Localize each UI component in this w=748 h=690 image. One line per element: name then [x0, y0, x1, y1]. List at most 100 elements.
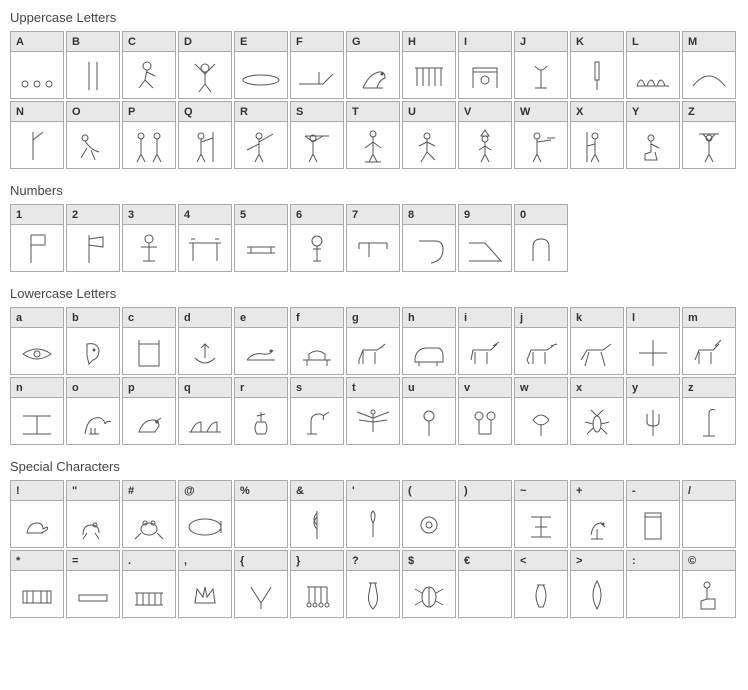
char-cell[interactable]: Z — [682, 101, 736, 169]
char-cell[interactable]: : — [626, 550, 680, 618]
char-cell[interactable]: h — [402, 307, 456, 375]
char-cell[interactable]: z — [682, 377, 736, 445]
char-cell[interactable]: Q — [178, 101, 232, 169]
char-cell[interactable]: w — [514, 377, 568, 445]
char-cell[interactable]: 4 — [178, 204, 232, 272]
char-cell[interactable]: " — [66, 480, 120, 548]
char-glyph — [235, 328, 287, 374]
char-cell[interactable]: + — [570, 480, 624, 548]
char-cell[interactable]: - — [626, 480, 680, 548]
char-cell[interactable]: , — [178, 550, 232, 618]
char-cell[interactable]: m — [682, 307, 736, 375]
char-cell[interactable]: F — [290, 31, 344, 99]
char-glyph — [571, 52, 623, 98]
char-cell[interactable]: j — [514, 307, 568, 375]
char-cell[interactable]: } — [290, 550, 344, 618]
char-cell[interactable]: t — [346, 377, 400, 445]
char-cell[interactable]: ' — [346, 480, 400, 548]
char-cell[interactable]: ~ — [514, 480, 568, 548]
char-cell[interactable]: U — [402, 101, 456, 169]
char-glyph — [459, 398, 511, 444]
char-cell[interactable]: K — [570, 31, 624, 99]
char-cell[interactable]: 5 — [234, 204, 288, 272]
char-cell[interactable]: L — [626, 31, 680, 99]
char-cell[interactable]: 1 — [10, 204, 64, 272]
char-cell[interactable]: © — [682, 550, 736, 618]
char-cell[interactable]: ) — [458, 480, 512, 548]
char-cell[interactable]: s — [290, 377, 344, 445]
char-cell[interactable]: T — [346, 101, 400, 169]
char-cell[interactable]: n — [10, 377, 64, 445]
char-cell[interactable]: a — [10, 307, 64, 375]
char-cell[interactable]: N — [10, 101, 64, 169]
char-cell[interactable]: y — [626, 377, 680, 445]
char-cell[interactable]: * — [10, 550, 64, 618]
char-glyph — [683, 571, 735, 617]
char-cell[interactable]: b — [66, 307, 120, 375]
char-cell[interactable]: V — [458, 101, 512, 169]
char-cell[interactable]: ? — [346, 550, 400, 618]
char-cell[interactable]: W — [514, 101, 568, 169]
char-cell[interactable]: A — [10, 31, 64, 99]
char-label: @ — [179, 481, 231, 501]
char-cell[interactable]: 8 — [402, 204, 456, 272]
char-cell[interactable]: 2 — [66, 204, 120, 272]
char-cell[interactable]: x — [570, 377, 624, 445]
char-cell[interactable]: v — [458, 377, 512, 445]
char-cell[interactable]: S — [290, 101, 344, 169]
char-cell[interactable]: & — [290, 480, 344, 548]
char-cell[interactable]: Y — [626, 101, 680, 169]
char-cell[interactable]: g — [346, 307, 400, 375]
char-label: . — [123, 551, 175, 571]
char-cell[interactable]: 6 — [290, 204, 344, 272]
char-cell[interactable]: 0 — [514, 204, 568, 272]
char-cell[interactable]: D — [178, 31, 232, 99]
char-cell[interactable]: O — [66, 101, 120, 169]
char-cell[interactable]: < — [514, 550, 568, 618]
char-cell[interactable]: I — [458, 31, 512, 99]
char-cell[interactable]: i — [458, 307, 512, 375]
char-cell[interactable]: q — [178, 377, 232, 445]
char-cell[interactable]: P — [122, 101, 176, 169]
char-cell[interactable]: { — [234, 550, 288, 618]
char-cell[interactable]: / — [682, 480, 736, 548]
char-cell[interactable]: = — [66, 550, 120, 618]
char-cell[interactable]: 3 — [122, 204, 176, 272]
char-cell[interactable]: ( — [402, 480, 456, 548]
char-glyph — [571, 571, 623, 617]
char-cell[interactable]: R — [234, 101, 288, 169]
char-cell[interactable]: ! — [10, 480, 64, 548]
char-label: v — [459, 378, 511, 398]
char-cell[interactable]: f — [290, 307, 344, 375]
char-cell[interactable]: p — [122, 377, 176, 445]
char-cell[interactable]: X — [570, 101, 624, 169]
char-cell[interactable]: c — [122, 307, 176, 375]
char-cell[interactable]: r — [234, 377, 288, 445]
char-cell[interactable]: G — [346, 31, 400, 99]
char-cell[interactable]: € — [458, 550, 512, 618]
char-cell[interactable]: > — [570, 550, 624, 618]
char-cell[interactable]: 9 — [458, 204, 512, 272]
char-cell[interactable]: E — [234, 31, 288, 99]
char-cell[interactable]: k — [570, 307, 624, 375]
char-cell[interactable]: C — [122, 31, 176, 99]
char-cell[interactable]: $ — [402, 550, 456, 618]
char-cell[interactable]: o — [66, 377, 120, 445]
char-cell[interactable]: M — [682, 31, 736, 99]
char-label: } — [291, 551, 343, 571]
char-cell[interactable]: H — [402, 31, 456, 99]
char-cell[interactable]: e — [234, 307, 288, 375]
char-cell[interactable]: . — [122, 550, 176, 618]
char-cell[interactable]: # — [122, 480, 176, 548]
char-glyph — [235, 122, 287, 168]
char-label: x — [571, 378, 623, 398]
char-cell[interactable]: J — [514, 31, 568, 99]
char-glyph — [627, 122, 679, 168]
char-cell[interactable]: B — [66, 31, 120, 99]
char-cell[interactable]: % — [234, 480, 288, 548]
char-cell[interactable]: d — [178, 307, 232, 375]
char-cell[interactable]: 7 — [346, 204, 400, 272]
char-cell[interactable]: l — [626, 307, 680, 375]
char-cell[interactable]: u — [402, 377, 456, 445]
char-cell[interactable]: @ — [178, 480, 232, 548]
